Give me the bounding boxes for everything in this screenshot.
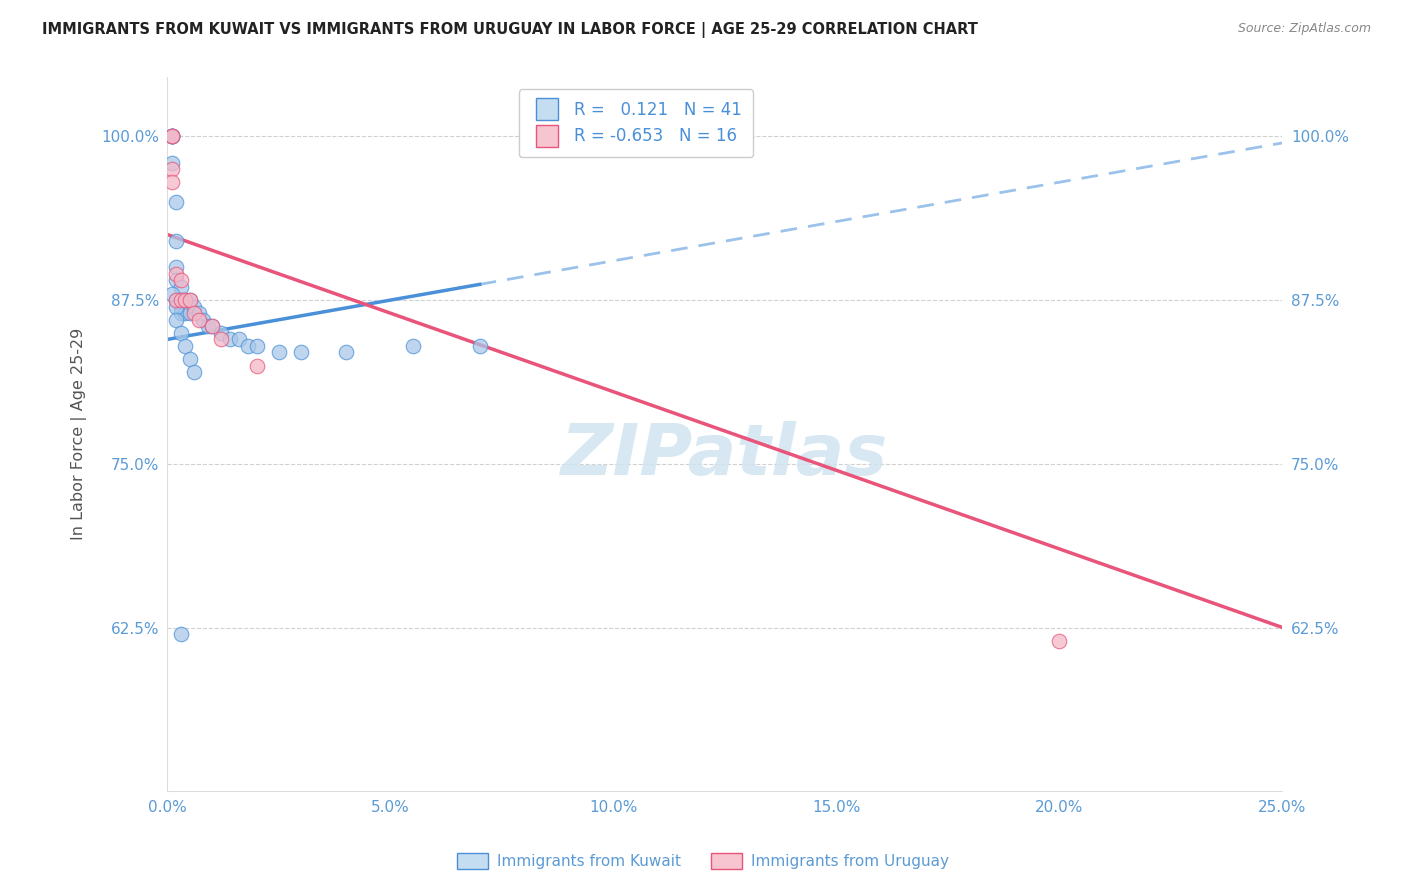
Point	[179, 351, 201, 366]
Point	[165, 293, 187, 307]
Point	[179, 293, 201, 307]
Y-axis label: In Labor Force | Age 25-29: In Labor Force | Age 25-29	[72, 328, 87, 541]
Point	[201, 319, 224, 334]
Point	[201, 319, 224, 334]
Point	[179, 306, 201, 320]
Point	[170, 273, 193, 287]
Point	[187, 306, 209, 320]
Point	[183, 306, 205, 320]
Point	[165, 293, 187, 307]
Point	[197, 319, 219, 334]
Point	[170, 293, 193, 307]
Text: IMMIGRANTS FROM KUWAIT VS IMMIGRANTS FROM URUGUAY IN LABOR FORCE | AGE 25-29 COR: IMMIGRANTS FROM KUWAIT VS IMMIGRANTS FRO…	[42, 22, 979, 38]
Legend: Immigrants from Kuwait, Immigrants from Uruguay: Immigrants from Kuwait, Immigrants from …	[451, 847, 955, 875]
Point	[160, 129, 183, 144]
Point	[187, 312, 209, 326]
Point	[165, 267, 187, 281]
Point	[170, 293, 193, 307]
Point	[183, 300, 205, 314]
Point	[160, 162, 183, 177]
Point	[246, 359, 269, 373]
Point	[170, 627, 193, 641]
Point	[209, 326, 232, 340]
Point	[174, 306, 197, 320]
Point	[170, 306, 193, 320]
Point	[165, 273, 187, 287]
Point	[160, 129, 183, 144]
Point	[160, 155, 183, 169]
Point	[183, 365, 205, 379]
Point	[165, 260, 187, 275]
Point	[335, 345, 357, 359]
Point	[1049, 633, 1071, 648]
Point	[209, 332, 232, 346]
Point	[160, 286, 183, 301]
Point	[160, 129, 183, 144]
Point	[219, 332, 242, 346]
Point	[170, 326, 193, 340]
Point	[160, 129, 183, 144]
Point	[165, 234, 187, 248]
Point	[290, 345, 312, 359]
Point	[165, 194, 187, 209]
Point	[165, 300, 187, 314]
Point	[160, 129, 183, 144]
Point	[228, 332, 250, 346]
Point	[402, 339, 425, 353]
Point	[174, 293, 197, 307]
Point	[246, 339, 269, 353]
Point	[160, 175, 183, 189]
Point	[165, 312, 187, 326]
Point	[174, 339, 197, 353]
Point	[174, 293, 197, 307]
Point	[236, 339, 259, 353]
Text: ZIPatlas: ZIPatlas	[561, 421, 889, 491]
Point	[267, 345, 290, 359]
Text: Source: ZipAtlas.com: Source: ZipAtlas.com	[1237, 22, 1371, 36]
Point	[468, 339, 491, 353]
Point	[170, 280, 193, 294]
Point	[170, 300, 193, 314]
Point	[191, 312, 214, 326]
Point	[160, 129, 183, 144]
Point	[179, 293, 201, 307]
Legend: R =   0.121   N = 41, R = -0.653   N = 16: R = 0.121 N = 41, R = -0.653 N = 16	[519, 89, 754, 157]
